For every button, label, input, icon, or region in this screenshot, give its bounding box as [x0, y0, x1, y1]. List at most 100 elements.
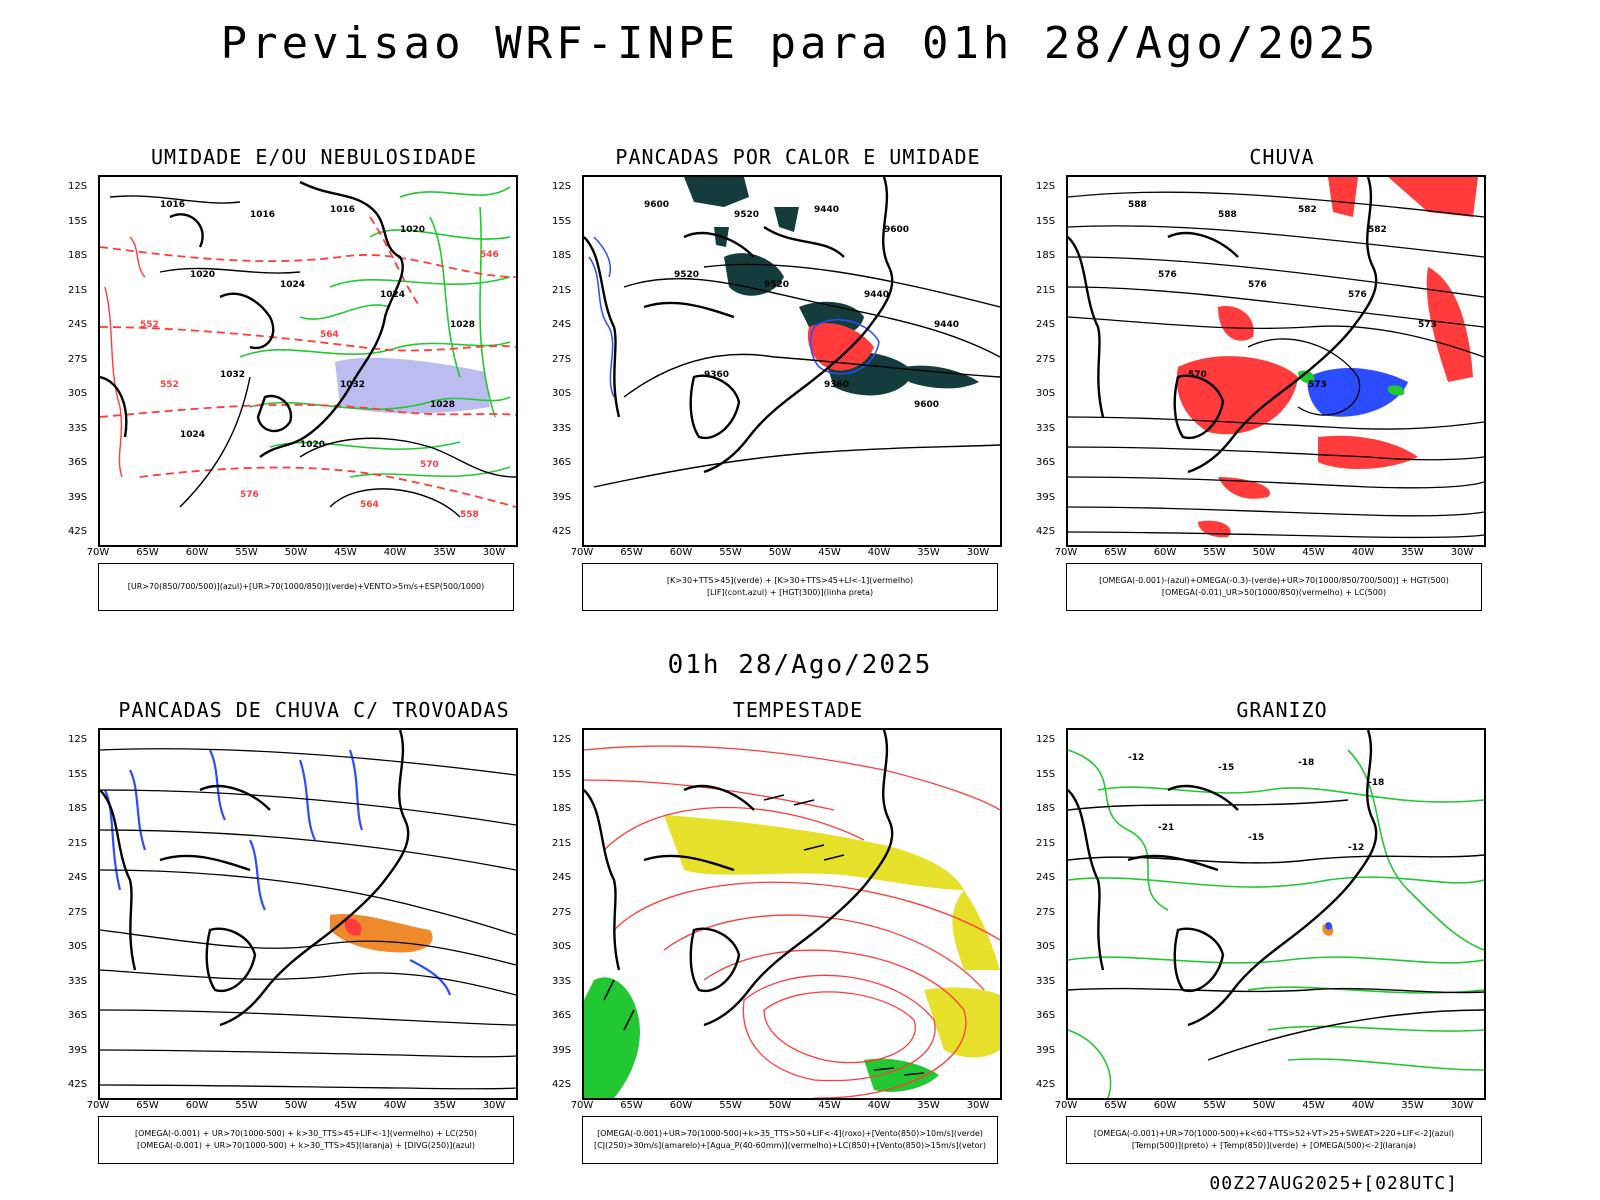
- lat-tick-label: 27S: [68, 906, 88, 918]
- lat-tick-label: 24S: [68, 872, 88, 883]
- lat-tick-label: 21S: [68, 284, 88, 296]
- green-omega-dots: [1298, 370, 1405, 396]
- contour-label: 9360: [704, 370, 729, 380]
- blue-hail: [1325, 922, 1333, 930]
- panel-title: CHUVA: [1249, 145, 1315, 169]
- lat-tick-label: 18S: [68, 250, 88, 261]
- contour-label: 546: [480, 250, 499, 260]
- lon-tick-label: 40W: [867, 1100, 891, 1111]
- contour-label: 573: [1418, 320, 1437, 330]
- contour-label: 1024: [280, 280, 305, 290]
- lat-tick-label: 30S: [68, 941, 88, 952]
- contour-label: 9600: [914, 400, 939, 410]
- contour-label: -21: [1158, 823, 1174, 833]
- contour-label: 9520: [674, 270, 699, 280]
- lon-tick-label: 30W: [482, 1100, 506, 1111]
- lat-tick-label: 15S: [1036, 215, 1056, 227]
- contour-label: 1032: [220, 370, 245, 380]
- contour-label: 576: [1248, 280, 1267, 290]
- green-wind-areas: [584, 977, 939, 1098]
- lat-tick-label: 24S: [1036, 319, 1056, 330]
- lon-axis: 70W 65W 60W 55W 50W 45W 40W 35W 30W: [87, 1100, 518, 1114]
- lat-tick-label: 18S: [68, 803, 88, 814]
- lon-tick-label: 70W: [1054, 1100, 1078, 1111]
- contour-label: 9440: [934, 320, 959, 330]
- contour-label: 9440: [864, 290, 889, 300]
- lat-axis: 12S 15S 18S 21S 24S 27S 30S 33S 36S 39S 42S: [552, 728, 582, 1100]
- lat-tick-label: 42S: [68, 526, 88, 537]
- yellow-jet-areas: [664, 815, 1000, 1058]
- coastline: [1068, 177, 1378, 474]
- lon-tick-label: 40W: [867, 547, 891, 558]
- main-title: Previsao WRF-INPE para 01h 28/Ago/2025: [220, 18, 1380, 69]
- map-granizo: -12 -15 -18 -18 -21 -15 -12: [1066, 728, 1486, 1100]
- lon-tick-label: 70W: [1054, 547, 1078, 558]
- contour-label: 564: [360, 500, 379, 510]
- red-dotted-coast: [104, 236, 146, 478]
- lat-tick-label: 42S: [1036, 1079, 1056, 1090]
- lon-axis: 70W 65W 60W 55W 50W 45W 40W 35W 30W: [571, 1100, 1002, 1114]
- lon-tick-label: 70W: [86, 1100, 110, 1111]
- contour-label: 1020: [300, 440, 325, 450]
- contour-label: 9600: [884, 225, 909, 235]
- lon-tick-label: 65W: [1104, 1100, 1127, 1111]
- lon-tick-label: 65W: [620, 547, 643, 558]
- lat-tick-label: 24S: [552, 872, 572, 883]
- panel-title: PANCADAS POR CALOR E UMIDADE: [615, 145, 981, 169]
- red-rain-areas: [1176, 177, 1478, 538]
- lon-tick-label: 50W: [768, 547, 792, 558]
- footer-run-time: 00Z27AUG2025+[028UTC]: [1209, 1173, 1458, 1194]
- lon-tick-label: 50W: [284, 1100, 308, 1111]
- panel-title: UMIDADE E/OU NEBULOSIDADE: [150, 145, 478, 169]
- lat-tick-label: 18S: [1036, 250, 1056, 261]
- blue-divg-areas: [104, 749, 452, 996]
- panel-title: TEMPESTADE: [732, 698, 864, 722]
- lat-tick-label: 24S: [68, 319, 88, 330]
- contour-label: 576: [240, 490, 259, 500]
- panel-umidade: UMIDADE E/OU NEBULOSIDADE 12S 15S 18S 21S 24…: [54, 145, 574, 615]
- panel-title: PANCADAS DE CHUVA C/ TROVOADAS: [118, 698, 510, 722]
- map-tempestade: [582, 728, 1002, 1100]
- lat-tick-label: 36S: [552, 1010, 572, 1021]
- contour-label: -12: [1128, 753, 1144, 763]
- lat-tick-label: 27S: [1036, 353, 1056, 365]
- lon-axis: 70W 65W 60W 55W 50W 45W 40W 35W 30W: [87, 547, 518, 561]
- lat-tick-label: 24S: [1036, 872, 1056, 883]
- lat-tick-label: 33S: [1036, 975, 1056, 987]
- contour-label: -12: [1348, 843, 1364, 853]
- map-chuva: 588 588 582 582 576 576 576 573 570 573: [1066, 175, 1486, 547]
- lon-tick-label: 55W: [235, 547, 258, 558]
- lon-tick-label: 45W: [818, 547, 841, 558]
- contour-label: 1024: [180, 430, 205, 440]
- lat-tick-label: 12S: [68, 181, 88, 192]
- panel-pancadas-calor: PANCADAS POR CALOR E UMIDADE 12S 15S 18S 21…: [538, 145, 1058, 615]
- lat-tick-label: 42S: [552, 1079, 572, 1090]
- lon-tick-label: 70W: [570, 547, 594, 558]
- lon-tick-label: 65W: [620, 1100, 643, 1111]
- lat-tick-label: 15S: [68, 768, 88, 780]
- lat-axis: 12S 15S 18S 21S 24S 27S 30S 33S 36S 39S 42S: [68, 175, 98, 547]
- lon-tick-label: 30W: [966, 547, 990, 558]
- lon-tick-label: 50W: [284, 547, 308, 558]
- legend-line: [K>30+TTS>45](verde) + [K>30+TTS>45+LI<-…: [666, 576, 914, 585]
- lat-tick-label: 18S: [552, 803, 572, 814]
- lat-axis: 12S 15S 18S 21S 24S 27S 30S 33S 36S 39S 42S: [68, 728, 98, 1100]
- legend-line: [Temp(500)](preto) + [Temp(850)](verde) …: [1131, 1141, 1417, 1150]
- coastline: [100, 730, 410, 1027]
- legend-line: [OMEGA(-0.001)+UR>70(1000-500)+k>35_TTS>…: [597, 1129, 983, 1138]
- contour-label: 1028: [450, 320, 475, 330]
- lon-tick-label: 40W: [383, 1100, 407, 1111]
- lat-tick-label: 15S: [1036, 768, 1056, 780]
- black-streamlines: [100, 748, 516, 1090]
- lon-tick-label: 70W: [86, 547, 110, 558]
- lat-tick-label: 33S: [552, 422, 572, 434]
- lat-tick-label: 18S: [1036, 803, 1056, 814]
- blue-lif-contours: [588, 236, 880, 398]
- black-temp500-contours: [1068, 799, 1484, 1061]
- legend-line: [OMEGA(-0.001)+UR>70(1000-500)+k<60+TTS>…: [1093, 1129, 1455, 1138]
- lat-tick-label: 39S: [552, 491, 572, 503]
- black-hgt-contours: [593, 263, 1000, 488]
- lon-tick-label: 45W: [334, 547, 357, 558]
- lat-tick-label: 27S: [552, 353, 572, 365]
- lat-tick-label: 27S: [1036, 906, 1056, 918]
